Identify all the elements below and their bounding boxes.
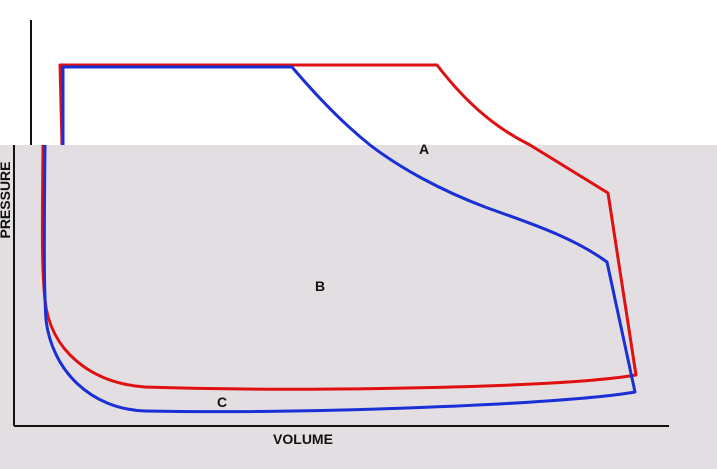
- region-label-a: A: [419, 141, 429, 157]
- region-label-b: B: [315, 278, 325, 294]
- y-axis-title: PRESSURE: [0, 161, 13, 238]
- red-cycle-curve: [40, 63, 638, 391]
- region-label-c: C: [217, 394, 227, 410]
- shaded-background: [0, 145, 717, 469]
- x-axis-title: VOLUME: [273, 431, 333, 447]
- blue-cycle-curve: [42, 65, 637, 414]
